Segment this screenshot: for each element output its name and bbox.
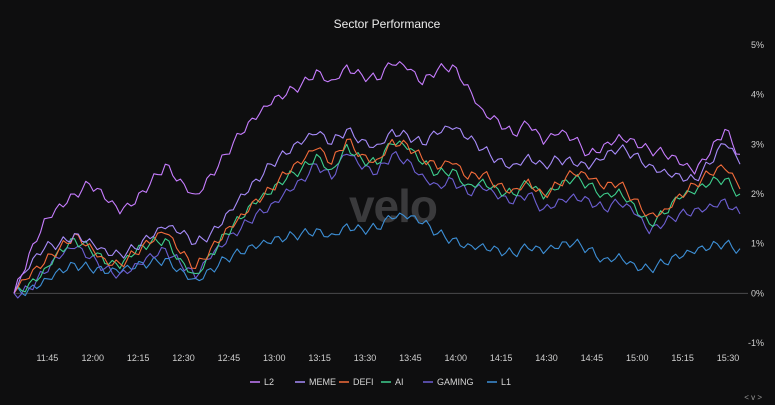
legend-item-defi[interactable]: DEFI [339, 377, 374, 387]
legend-label: AI [395, 377, 404, 387]
series-line-defi [13, 138, 741, 294]
x-tick-label: 13:00 [263, 353, 286, 363]
x-tick-label: 15:15 [671, 353, 694, 363]
y-tick-label: 1% [751, 239, 764, 249]
y-tick-label: 2% [751, 189, 764, 199]
x-tick-label: 13:15 [308, 353, 331, 363]
legend-item-l2[interactable]: L2 [250, 377, 274, 387]
x-tick-label: 12:00 [81, 353, 104, 363]
legend-label: L2 [264, 377, 274, 387]
x-tick-label: 15:30 [717, 353, 740, 363]
x-tick-label: 12:45 [218, 353, 241, 363]
x-tick-label: 13:45 [399, 353, 422, 363]
y-tick-label: 4% [751, 90, 764, 100]
y-tick-label: -1% [748, 338, 764, 348]
legend-label: GAMING [437, 377, 474, 387]
x-tick-label: 13:30 [354, 353, 377, 363]
x-tick-label: 15:00 [626, 353, 649, 363]
x-tick-label: 12:15 [127, 353, 150, 363]
series-line-meme [13, 125, 741, 294]
legend-item-l1[interactable]: L1 [487, 377, 511, 387]
series-line-l2 [13, 61, 741, 294]
x-axis-ticks: 11:45 12:00 12:15 12:30 12:45 13:00 13:15 13:30… [36, 353, 739, 363]
x-tick-label: 12:30 [172, 353, 195, 363]
y-axis-ticks: 5% 4% 3% 2% 1% 0% -1% [748, 40, 764, 348]
x-tick-label: 11:45 [36, 353, 58, 363]
velo-watermark: velo [349, 180, 437, 232]
series-lines [13, 61, 741, 299]
series-line-gaming [13, 151, 741, 299]
x-tick-label: 14:30 [535, 353, 558, 363]
x-tick-label: 14:15 [490, 353, 513, 363]
legend-label: DEFI [353, 377, 374, 387]
legend-label: L1 [501, 377, 511, 387]
y-tick-label: 3% [751, 139, 764, 149]
series-line-l1 [13, 212, 741, 297]
chart-title: Sector Performance [334, 17, 441, 31]
legend-item-ai[interactable]: AI [381, 377, 404, 387]
legend[interactable]: L2 MEME DEFI AI GAMING L1 [250, 377, 511, 387]
x-tick-label: 14:45 [581, 353, 604, 363]
y-tick-label: 0% [751, 288, 764, 298]
y-tick-label: 5% [751, 40, 764, 50]
legend-item-meme[interactable]: MEME [295, 377, 336, 387]
scroll-hint[interactable]: < v > [744, 393, 762, 402]
legend-item-gaming[interactable]: GAMING [423, 377, 474, 387]
x-tick-label: 14:00 [444, 353, 467, 363]
legend-label: MEME [309, 377, 336, 387]
